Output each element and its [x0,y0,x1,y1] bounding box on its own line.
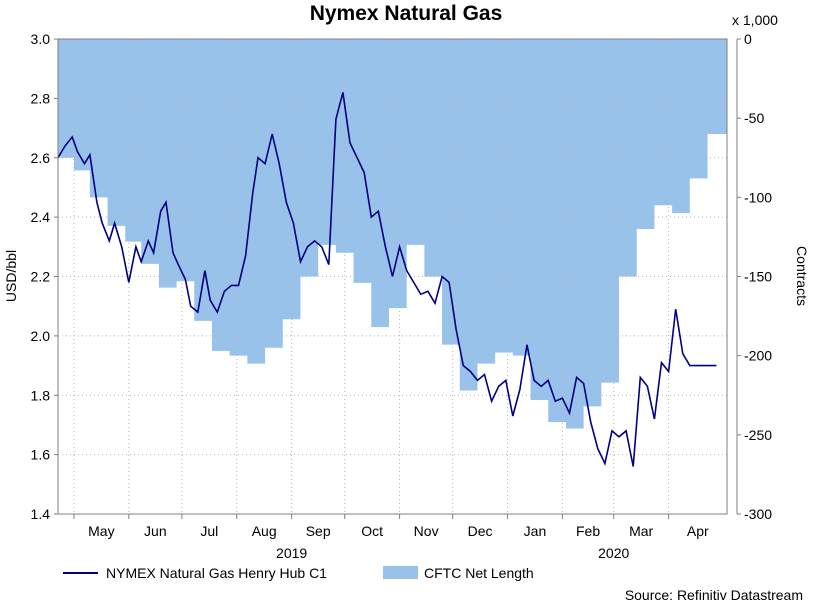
right-tick-label: 0 [744,31,752,47]
x-tick-label: Feb [576,523,600,539]
right-axis-label: Contracts [794,246,810,306]
x-tick-label: Dec [468,523,493,539]
x-tick-label: Apr [687,523,709,539]
right-tick-label: -250 [744,427,772,443]
legend: NYMEX Natural Gas Henry Hub C1 CFTC Net … [63,565,534,581]
x-tick-label: May [88,523,114,539]
left-axis-label: USD/bbl [3,250,19,302]
price-line-layer [57,92,717,467]
right-tick-label: -300 [744,506,772,522]
cftc-net-length-area [58,39,727,429]
x-tick-label: Jul [200,523,218,539]
legend-line-label: NYMEX Natural Gas Henry Hub C1 [106,565,327,581]
cftc-area-layer [58,39,727,429]
year-label: 2020 [598,545,629,561]
left-tick-label: 1.4 [31,506,51,522]
left-tick-label: 1.8 [31,387,51,403]
left-tick-label: 2.0 [31,328,51,344]
x-tick-label: Jan [524,523,547,539]
natural-gas-price-line [57,92,717,467]
right-y-axis: -300 -250 -200 -150 -100 -50 0 [737,31,772,522]
legend-area-swatch [383,566,418,579]
right-tick-label: -50 [744,110,764,126]
left-y-axis: 1.4 1.6 1.8 2.0 2.2 2.4 2.6 2.8 3.0 [31,31,58,522]
left-tick-label: 3.0 [31,31,51,47]
right-axis-multiplier: x 1,000 [732,12,778,28]
right-tick-label: -200 [744,348,772,364]
x-tick-label: Jun [144,523,167,539]
left-tick-label: 2.6 [31,150,51,166]
left-tick-label: 1.6 [31,447,51,463]
legend-area-label: CFTC Net Length [424,565,534,581]
x-tick-label: Nov [414,523,439,539]
left-tick-label: 2.4 [31,209,51,225]
right-tick-label: -150 [744,269,772,285]
source-note: Source: Refinitiv Datastream [625,587,803,603]
x-tick-label: Mar [629,523,653,539]
x-axis: May Jun Jul Aug Sep Oct Nov Dec Jan Feb Mar Apr 2019… [73,514,709,561]
left-tick-label: 2.8 [31,90,51,106]
x-tick-label: Aug [252,523,277,539]
right-tick-label: -100 [744,189,772,205]
x-tick-label: Oct [361,523,383,539]
x-tick-label: Sep [306,523,331,539]
chart-title: Nymex Natural Gas [310,2,503,25]
left-tick-label: 2.2 [31,269,51,285]
year-label: 2019 [276,545,307,561]
